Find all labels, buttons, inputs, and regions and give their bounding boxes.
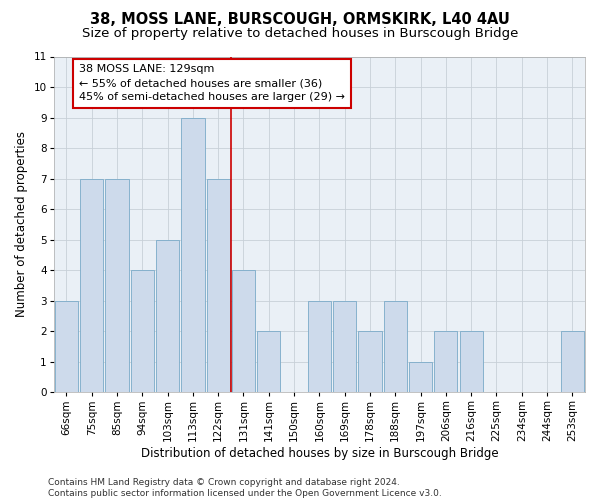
Bar: [131, 270, 154, 392]
Text: Size of property relative to detached houses in Burscough Bridge: Size of property relative to detached ho…: [82, 28, 518, 40]
Bar: [561, 332, 584, 392]
X-axis label: Distribution of detached houses by size in Burscough Bridge: Distribution of detached houses by size …: [140, 447, 498, 460]
Bar: [156, 240, 179, 392]
Bar: [181, 118, 205, 392]
Text: 38, MOSS LANE, BURSCOUGH, ORMSKIRK, L40 4AU: 38, MOSS LANE, BURSCOUGH, ORMSKIRK, L40 …: [90, 12, 510, 28]
Text: Contains HM Land Registry data © Crown copyright and database right 2024.
Contai: Contains HM Land Registry data © Crown c…: [48, 478, 442, 498]
Bar: [257, 332, 280, 392]
Bar: [232, 270, 255, 392]
Bar: [460, 332, 483, 392]
Text: 38 MOSS LANE: 129sqm
← 55% of detached houses are smaller (36)
45% of semi-detac: 38 MOSS LANE: 129sqm ← 55% of detached h…: [79, 64, 345, 102]
Bar: [333, 301, 356, 392]
Bar: [434, 332, 457, 392]
Bar: [80, 178, 103, 392]
Bar: [358, 332, 382, 392]
Bar: [106, 178, 128, 392]
Bar: [55, 301, 78, 392]
Bar: [308, 301, 331, 392]
Y-axis label: Number of detached properties: Number of detached properties: [15, 132, 28, 318]
Bar: [383, 301, 407, 392]
Bar: [206, 178, 230, 392]
Bar: [409, 362, 432, 392]
